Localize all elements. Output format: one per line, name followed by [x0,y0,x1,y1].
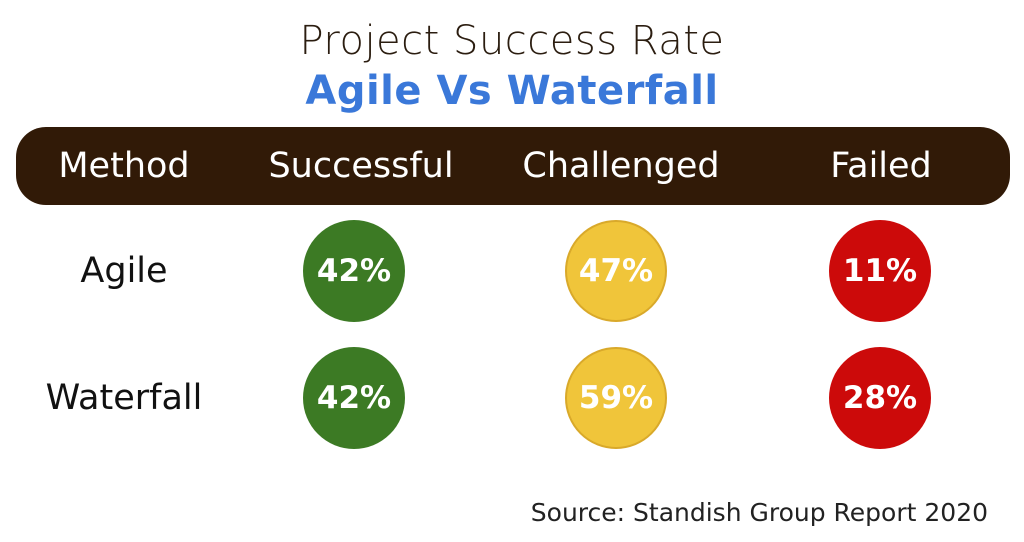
chart-subtitle: Agile Vs Waterfall [305,68,719,114]
waterfall-challenged-value: 59% [565,347,667,449]
header-failed: Failed [830,146,932,186]
table-header: Method Successful Challenged Failed [16,127,1010,205]
agile-successful-value: 42% [303,220,405,322]
header-successful: Successful [268,146,454,186]
row-label-agile: Agile [80,251,168,291]
header-challenged: Challenged [522,146,720,186]
agile-challenged-value: 47% [565,220,667,322]
source-note: Source: Standish Group Report 2020 [530,498,988,527]
header-method: Method [58,146,190,186]
row-label-waterfall: Waterfall [45,378,203,418]
agile-failed-value: 11% [829,220,931,322]
waterfall-failed-value: 28% [829,347,931,449]
chart-title: Project Success Rate [299,18,725,64]
waterfall-successful-value: 42% [303,347,405,449]
